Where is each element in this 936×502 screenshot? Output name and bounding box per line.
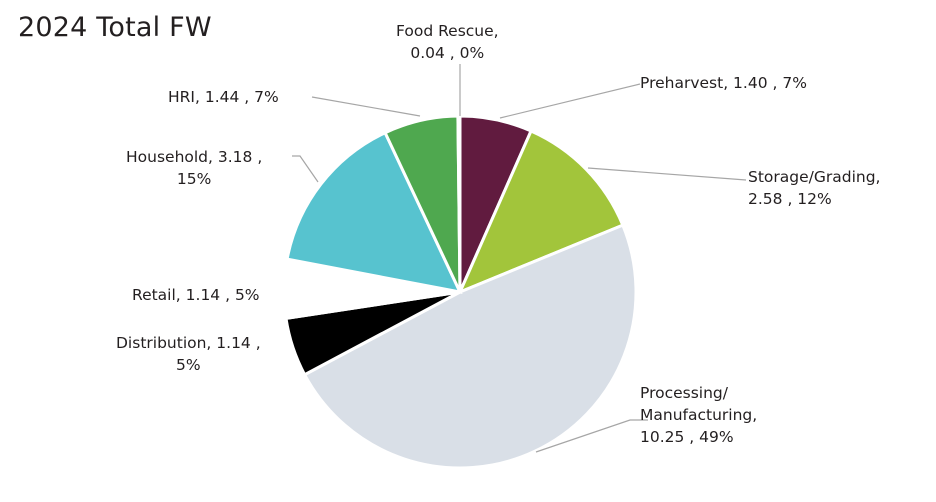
data-label-line: Processing/ <box>640 384 728 402</box>
pie-slice-food-rescue <box>456 114 462 293</box>
data-label-line: 0.04 , 0% <box>410 44 485 62</box>
leader-line-storage-grading <box>587 167 747 181</box>
data-label-line: Distribution, 1.14 , <box>116 334 261 352</box>
chart-title: 2024 Total FW <box>18 12 212 43</box>
data-label-line: 10.25 , 49% <box>640 428 734 446</box>
leader-line-preharvest <box>499 83 641 119</box>
leader-line-household <box>292 155 319 183</box>
data-label-storage-grading: Storage/Grading, 2.58 , 12% <box>748 166 880 210</box>
pie-slice-storage-grading <box>457 128 625 295</box>
data-label-line: HRI, 1.44 , 7% <box>168 88 279 106</box>
data-label-food-rescue: Food Rescue, 0.04 , 0% <box>396 20 499 64</box>
data-label-household: Household, 3.18 , 15% <box>126 146 262 190</box>
pie-slice-processing-manufacturing <box>302 223 638 470</box>
data-label-line: 15% <box>176 170 212 188</box>
data-label-line: Manufacturing, <box>640 406 758 424</box>
data-label-line: Retail, 1.14 , 5% <box>132 286 260 304</box>
data-label-distribution: Distribution, 1.14 , 5% <box>116 332 261 376</box>
leader-line-processing-manufacturing <box>535 419 648 453</box>
data-label-line: 5% <box>176 356 201 374</box>
data-label-line: Storage/Grading, <box>748 168 881 186</box>
data-label-hri: HRI, 1.44 , 7% <box>168 86 279 108</box>
data-label-preharvest: Preharvest, 1.40 , 7% <box>640 72 807 94</box>
data-label-retail: Retail, 1.14 , 5% <box>132 284 260 306</box>
leader-line-hri <box>311 96 421 117</box>
data-label-processing-manufacturing: Processing/Manufacturing, 10.25 , 49% <box>640 382 757 448</box>
data-label-line: Preharvest, 1.40 , 7% <box>640 74 807 92</box>
data-label-line: Household, 3.18 , <box>126 148 263 166</box>
pie-slice-household <box>285 130 463 295</box>
data-label-line: 2.58 , 12% <box>748 190 832 208</box>
data-label-line: Food Rescue, <box>396 22 499 40</box>
